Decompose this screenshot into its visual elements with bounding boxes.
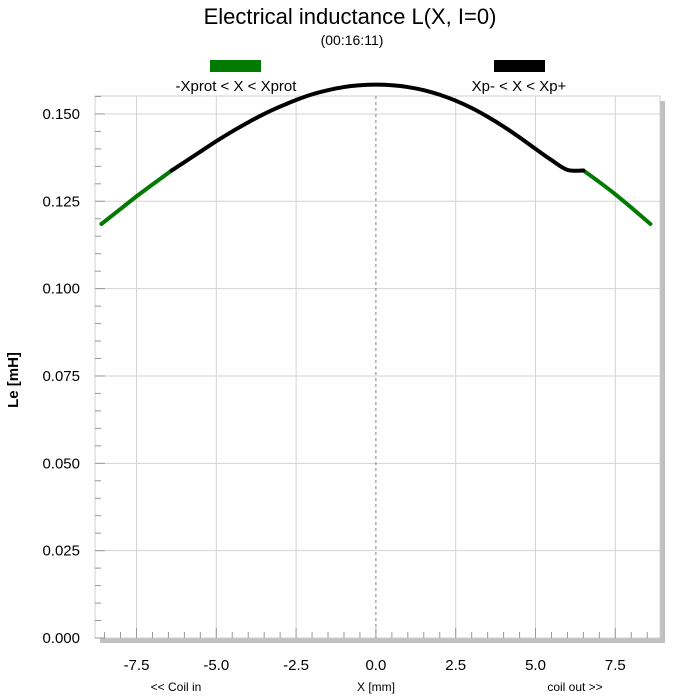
series-0-segment-1 (581, 168, 653, 226)
y-tick-label: 0.150 (42, 106, 80, 123)
y-tick-label: 0.075 (42, 368, 80, 385)
y-tick-labels: 0.000 0.025 0.050 0.075 0.100 0.125 0.150 (42, 106, 80, 647)
chart-title: Electrical inductance L(X, I=0) (204, 4, 497, 29)
x-left-note: << Coil in (151, 680, 202, 694)
series-1-segment-0 (169, 82, 586, 173)
chart-subtitle: (00:16:11) (321, 32, 384, 48)
y-tick-label: 0.100 (42, 281, 80, 298)
x-axis-label: X [mm] (357, 680, 395, 694)
x-tick-label: 0.0 (365, 657, 386, 674)
y-tick-label: 0.025 (42, 543, 80, 560)
x-tick-label: 7.5 (605, 657, 626, 674)
legend-swatch-black (494, 60, 545, 72)
x-tick-labels: -7.5 -5.0 -2.5 0.0 2.5 5.0 7.5 (124, 657, 626, 674)
legend-label-black: Xp- < X < Xp+ (472, 78, 567, 95)
x-tick-label: 5.0 (525, 657, 546, 674)
y-tick-label: 0.000 (42, 630, 80, 647)
x-right-note: coil out >> (547, 680, 602, 694)
series-0-segment-0 (99, 168, 174, 226)
legend-swatch-green (210, 60, 261, 72)
x-tick-label: -2.5 (283, 657, 309, 674)
plot-area (94, 95, 661, 639)
x-tick-label: 2.5 (445, 657, 466, 674)
y-tick-label: 0.050 (42, 455, 80, 472)
y-tick-label: 0.125 (42, 193, 80, 210)
minor-ticks (95, 95, 648, 639)
legend-label-green: -Xprot < X < Xprot (176, 78, 298, 95)
x-tick-label: -7.5 (124, 657, 150, 674)
y-axis-label: Le [mH] (5, 352, 22, 408)
series-lines (99, 82, 653, 226)
grid (95, 96, 660, 638)
x-tick-label: -5.0 (203, 657, 229, 674)
